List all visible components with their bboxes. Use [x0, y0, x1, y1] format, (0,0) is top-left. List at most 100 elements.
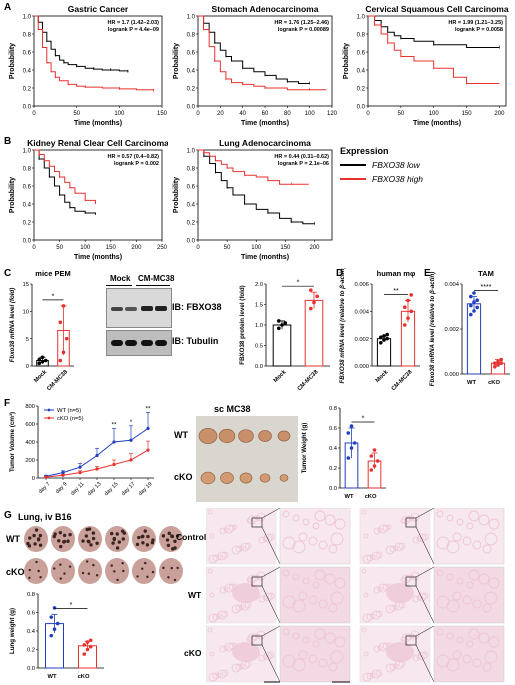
hist-highmag-alveolus	[472, 658, 482, 668]
km-title: Gastric Cancer	[68, 4, 129, 14]
hist-alveolus	[219, 586, 227, 594]
lung-metastasis	[110, 564, 113, 567]
lung-metastasis	[36, 538, 41, 542]
bar-xtick-label: CM-MC38	[297, 369, 320, 392]
hist-alveolus	[240, 542, 250, 552]
lung-metastasis	[121, 562, 124, 565]
lung-metastasis	[167, 576, 170, 579]
legend-swatch-low	[340, 164, 366, 166]
bar-point	[346, 431, 351, 435]
line-point-wt	[95, 453, 99, 458]
km-xlabel: Time (months)	[74, 254, 122, 261]
tumor-cko	[200, 471, 216, 485]
hist-alveolus	[410, 512, 420, 522]
hist-alveolus	[209, 533, 215, 539]
histology-grid	[206, 508, 505, 683]
hist-alveolus	[221, 551, 229, 559]
hist-highmag-alveolus	[292, 514, 300, 522]
km-ytick-label: 0.4	[23, 69, 32, 75]
bar-point	[382, 338, 386, 342]
lung-metastasis	[141, 567, 144, 570]
km-xtick-label: 200	[494, 111, 505, 117]
lung-sample	[78, 558, 102, 584]
hist-alveolus	[421, 533, 429, 541]
km-ytick-label: 0.0	[357, 105, 366, 111]
hist-alveolus	[412, 595, 420, 603]
hist-alveolus	[410, 630, 420, 640]
km-legend: Expression FBXO38 low FBXO38 high	[340, 146, 510, 184]
ib-label-fbxo38: IB: FBXO38	[172, 302, 222, 312]
hist-highmag-alveolus	[318, 540, 328, 550]
line-xtick-label: day 19	[138, 481, 154, 497]
lung-metastasis	[53, 567, 56, 570]
bar-ylabel: FBXO38 protein level (fold)	[239, 285, 246, 364]
lung-title: Lung, iv B16	[18, 512, 72, 522]
bar-ytick-label: 0.8	[329, 406, 337, 412]
km-xtick-label: 0	[32, 111, 36, 117]
hist-alveolus	[385, 604, 395, 614]
lung-metastasis	[113, 570, 116, 573]
line-xtick-label: day 17	[121, 481, 137, 497]
km-xtick-label: 100	[429, 111, 440, 117]
lung-metastasis	[38, 543, 43, 547]
hist-highmag-alveolus	[318, 599, 328, 609]
km-ytick-label: 0.6	[23, 185, 32, 191]
lung-metastasis	[87, 527, 92, 531]
hist-alveolus	[417, 533, 427, 543]
line-xtick-label: day 15	[104, 481, 120, 497]
km-xtick-label: 100	[251, 245, 262, 251]
bar-0	[272, 324, 292, 367]
tumor-cko	[259, 473, 271, 483]
bar-point	[472, 309, 476, 313]
km-ytick-label: 0.2	[187, 221, 196, 227]
hist-alveolus	[258, 536, 266, 544]
hist-alveolus	[366, 672, 374, 680]
km-ytick-label: 0.8	[23, 33, 32, 39]
hist-highmag-alveolus	[318, 658, 328, 668]
km-logrank: logrank P = 0.00089	[278, 27, 329, 33]
hist-row-wt: WT	[188, 590, 202, 600]
hist-zoom-line	[415, 566, 435, 578]
km-xtick-label: 150	[280, 245, 291, 251]
lung-metastasis	[141, 541, 145, 545]
tumor-cko	[279, 474, 289, 482]
bar-ytick-label: 0.000	[444, 372, 459, 378]
lung-metastasis	[135, 542, 140, 547]
panel-label-d: D	[336, 268, 344, 279]
tumor-wt	[238, 429, 254, 443]
hist-alveolus	[256, 571, 266, 581]
hist-alveolus	[366, 554, 374, 562]
lung-row-cko: cKO	[6, 567, 25, 577]
line-point-wt	[146, 426, 150, 431]
hist-alveolus	[361, 627, 367, 633]
hist-highmag-alveolus	[292, 573, 300, 581]
km-ytick-label: 0.8	[23, 167, 32, 173]
hist-highmag-alveolus	[330, 591, 344, 605]
hist-alveolus	[217, 669, 227, 679]
bar-ytick-label: 0.4	[329, 446, 338, 452]
bar-xtick-label: WT	[47, 674, 56, 680]
hist-zoom-line	[415, 526, 435, 565]
km-ytick-label: 0.0	[23, 239, 32, 245]
hist-highmag-alveolus	[292, 599, 306, 613]
hist-highmag-alveolus	[488, 577, 500, 589]
hist-lesion	[232, 583, 260, 603]
bar-point	[499, 361, 503, 365]
hist-alveolus	[385, 663, 395, 673]
hist-highmag-alveolus	[292, 540, 306, 554]
hist-alveolus	[228, 524, 236, 532]
lung-sample	[105, 558, 129, 584]
bar-point	[349, 424, 354, 428]
km-ytick-label: 0.8	[187, 33, 196, 39]
hist-highmag-alveolus	[488, 636, 500, 648]
km-ylabel: Probability	[343, 43, 350, 79]
hist-alveolus	[231, 545, 241, 555]
hist-highmag-alveolus	[466, 640, 474, 648]
km-xtick-label: 100	[305, 111, 316, 117]
tumor-wt	[218, 428, 236, 444]
bar-point	[475, 298, 479, 302]
km-logrank: logrank P = 0.002	[114, 161, 159, 167]
hist-highmag-alveolus	[468, 510, 480, 522]
lung-metastasis	[84, 534, 89, 538]
hist-highmag-alveolus	[446, 599, 460, 613]
